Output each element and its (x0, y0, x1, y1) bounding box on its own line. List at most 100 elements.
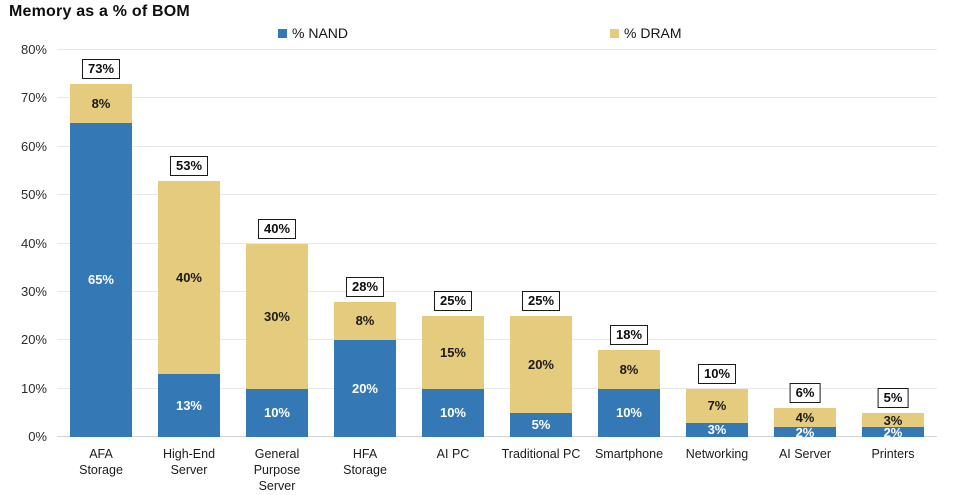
-dram-segment: 30% (246, 243, 308, 389)
bar-ai-server: 2% 4% (774, 50, 836, 440)
segment-value-label: 20% (527, 356, 554, 372)
-nand-segment: 65% (70, 122, 132, 437)
bar-hfa-storage: 20% 8% (334, 50, 396, 437)
total-value-label: 28% (345, 276, 385, 297)
-dram-segment: 15% (422, 316, 484, 389)
-nand-segment: 3% (686, 422, 748, 437)
-dram-segment: 3% (862, 412, 924, 428)
bar-slot-printers: 2% 3% 5% (849, 50, 937, 440)
category-label-afa-storage: AFA Storage (79, 447, 123, 477)
total-value-label: 53% (169, 155, 209, 176)
bar-high-end-server: 13% 40% (158, 50, 220, 437)
segment-value-label: 8% (619, 361, 639, 377)
-dram-segment: 40% (158, 180, 220, 375)
total-value-label: 6% (789, 382, 821, 403)
-dram-segment: 20% (510, 316, 572, 413)
bar-ai-pc: 10% 15% (422, 50, 484, 437)
total-value-label: 40% (257, 218, 297, 239)
y-axis-tick-label: 20% (20, 332, 47, 348)
-nand-segment: 20% (334, 340, 396, 437)
segment-value-label: 2% (795, 424, 815, 440)
segment-value-label: 8% (91, 95, 111, 111)
y-axis-tick-label: 40% (20, 235, 47, 251)
y-axis-tick-label: 60% (20, 138, 47, 154)
gridline (57, 194, 937, 196)
segment-value-label: 10% (439, 405, 466, 421)
category-label-traditional-pc: Traditional PC (501, 447, 581, 461)
y-axis-tick-label: 80% (20, 42, 47, 57)
segment-value-label: 40% (175, 269, 202, 285)
gridline (57, 339, 937, 341)
-dram-segment: 4% (774, 407, 836, 428)
-dram-segment: 7% (686, 388, 748, 423)
total-value-label: 25% (433, 291, 473, 312)
segment-value-label: 10% (615, 405, 642, 421)
bar-printers: 2% 3% (862, 50, 924, 440)
bar-slot-traditional-pc: 5% 20% 25% (497, 50, 585, 437)
gridline (57, 49, 937, 50)
segment-value-label: 10% (263, 405, 290, 421)
-nand-segment: 2% (774, 424, 836, 440)
segment-value-label: 13% (175, 398, 202, 414)
category-label-general-purpose-server: General Purpose Server (253, 447, 301, 493)
gridline (57, 97, 937, 99)
legend-swatch-dram (610, 28, 619, 38)
-dram-segment: 8% (334, 301, 396, 341)
-nand-segment: 10% (422, 388, 484, 437)
bar-slot-ai-server: 2% 4% 6% (761, 50, 849, 440)
y-axis-tick-label: 50% (20, 187, 47, 203)
y-axis-tick-label: 70% (20, 90, 47, 106)
segment-value-label: 8% (355, 313, 375, 329)
legend-label-dram: % DRAM (624, 25, 682, 41)
total-value-label: 25% (521, 291, 561, 312)
bar-smartphone: 10% 8% (598, 50, 660, 437)
segment-value-label: 7% (707, 398, 727, 414)
bar-slot-ai-pc: 10% 15% 25% (409, 50, 497, 437)
-nand-segment: 2% (862, 424, 924, 440)
gridline (57, 290, 937, 292)
category-label-smartphone: Smartphone (594, 447, 664, 461)
category-label-ai-pc: AI PC (436, 447, 470, 461)
total-value-label: 10% (697, 363, 737, 384)
-dram-segment: 8% (598, 349, 660, 389)
bar-general-purpose-server: 10% 30% (246, 50, 308, 437)
segment-value-label: 30% (263, 308, 290, 324)
category-label-printers: Printers (871, 447, 915, 461)
segment-value-label: 65% (87, 272, 114, 288)
legend-label-nand: % NAND (292, 25, 349, 41)
y-axis-tick-label: 0% (28, 429, 47, 444)
segment-value-label: 3% (883, 412, 903, 428)
y-axis-tick-label: 30% (20, 283, 47, 299)
category-label-ai-server: AI Server (778, 447, 832, 461)
segment-value-label: 20% (351, 381, 378, 397)
total-value-label: 18% (609, 324, 649, 345)
-nand-segment: 5% (510, 412, 572, 437)
bar-traditional-pc: 5% 20% (510, 50, 572, 437)
gridline (57, 242, 937, 244)
bar-slot-hfa-storage: 20% 8% 28% (321, 50, 409, 437)
bar-slot-general-purpose-server: 10% 30% 40% (233, 50, 321, 437)
gridline (57, 436, 937, 437)
y-axis-tick-label: 10% (20, 380, 47, 396)
bar-slot-high-end-server: 13% 40% 53% (145, 50, 233, 437)
legend-item-dram: % DRAM (610, 25, 682, 41)
segment-value-label: 2% (883, 424, 903, 440)
segment-value-label: 15% (439, 344, 466, 360)
-nand-segment: 10% (598, 388, 660, 437)
category-label-hfa-storage: HFA Storage (343, 447, 387, 477)
gridline (57, 387, 937, 389)
chart-title: Memory as a % of BOM (9, 3, 190, 20)
category-axis: AFA Storage High-End Server General Purpos… (57, 446, 937, 494)
-nand-segment: 10% (246, 388, 308, 437)
plot-area: 65% 8% 73% 13% 40% 53% 10% 30% 40% 20% 8% 28% 10% 15%… (57, 49, 937, 440)
total-value-label: 73% (81, 58, 121, 79)
bar-slot-networking: 3% 7% 10% (673, 50, 761, 437)
bar-afa-storage: 65% 8% (70, 50, 132, 437)
gridline (57, 145, 937, 147)
-dram-segment: 8% (70, 83, 132, 123)
bar-slot-afa-storage: 65% 8% 73% (57, 50, 145, 437)
-nand-segment: 13% (158, 374, 220, 437)
category-label-networking: Networking (685, 447, 749, 461)
bar-networking: 3% 7% (686, 50, 748, 437)
